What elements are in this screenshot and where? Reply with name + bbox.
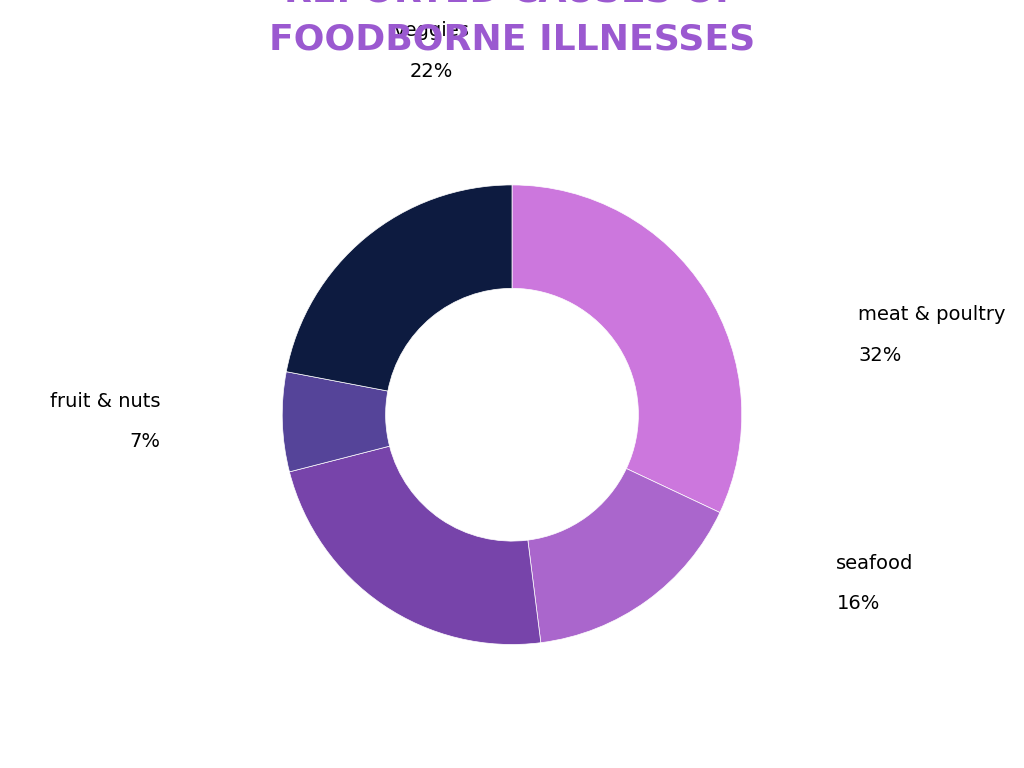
Text: fruit & nuts: fruit & nuts xyxy=(50,392,161,411)
Text: veggies: veggies xyxy=(393,22,469,41)
Wedge shape xyxy=(512,185,741,512)
Wedge shape xyxy=(290,446,541,644)
Text: 22%: 22% xyxy=(410,62,453,81)
Text: meat & poultry: meat & poultry xyxy=(858,305,1006,324)
Text: 16%: 16% xyxy=(837,594,880,614)
Text: 32%: 32% xyxy=(858,346,901,365)
Text: seafood: seafood xyxy=(837,554,913,573)
Title: REPORTED CAUSES OF
FOODBORNE ILLNESSES: REPORTED CAUSES OF FOODBORNE ILLNESSES xyxy=(269,0,755,56)
Wedge shape xyxy=(527,468,720,643)
Text: 7%: 7% xyxy=(130,432,161,452)
Wedge shape xyxy=(283,372,389,472)
Wedge shape xyxy=(287,185,512,391)
